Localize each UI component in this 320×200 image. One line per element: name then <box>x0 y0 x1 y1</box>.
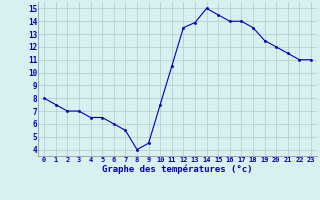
X-axis label: Graphe des températures (°c): Graphe des températures (°c) <box>102 165 253 174</box>
